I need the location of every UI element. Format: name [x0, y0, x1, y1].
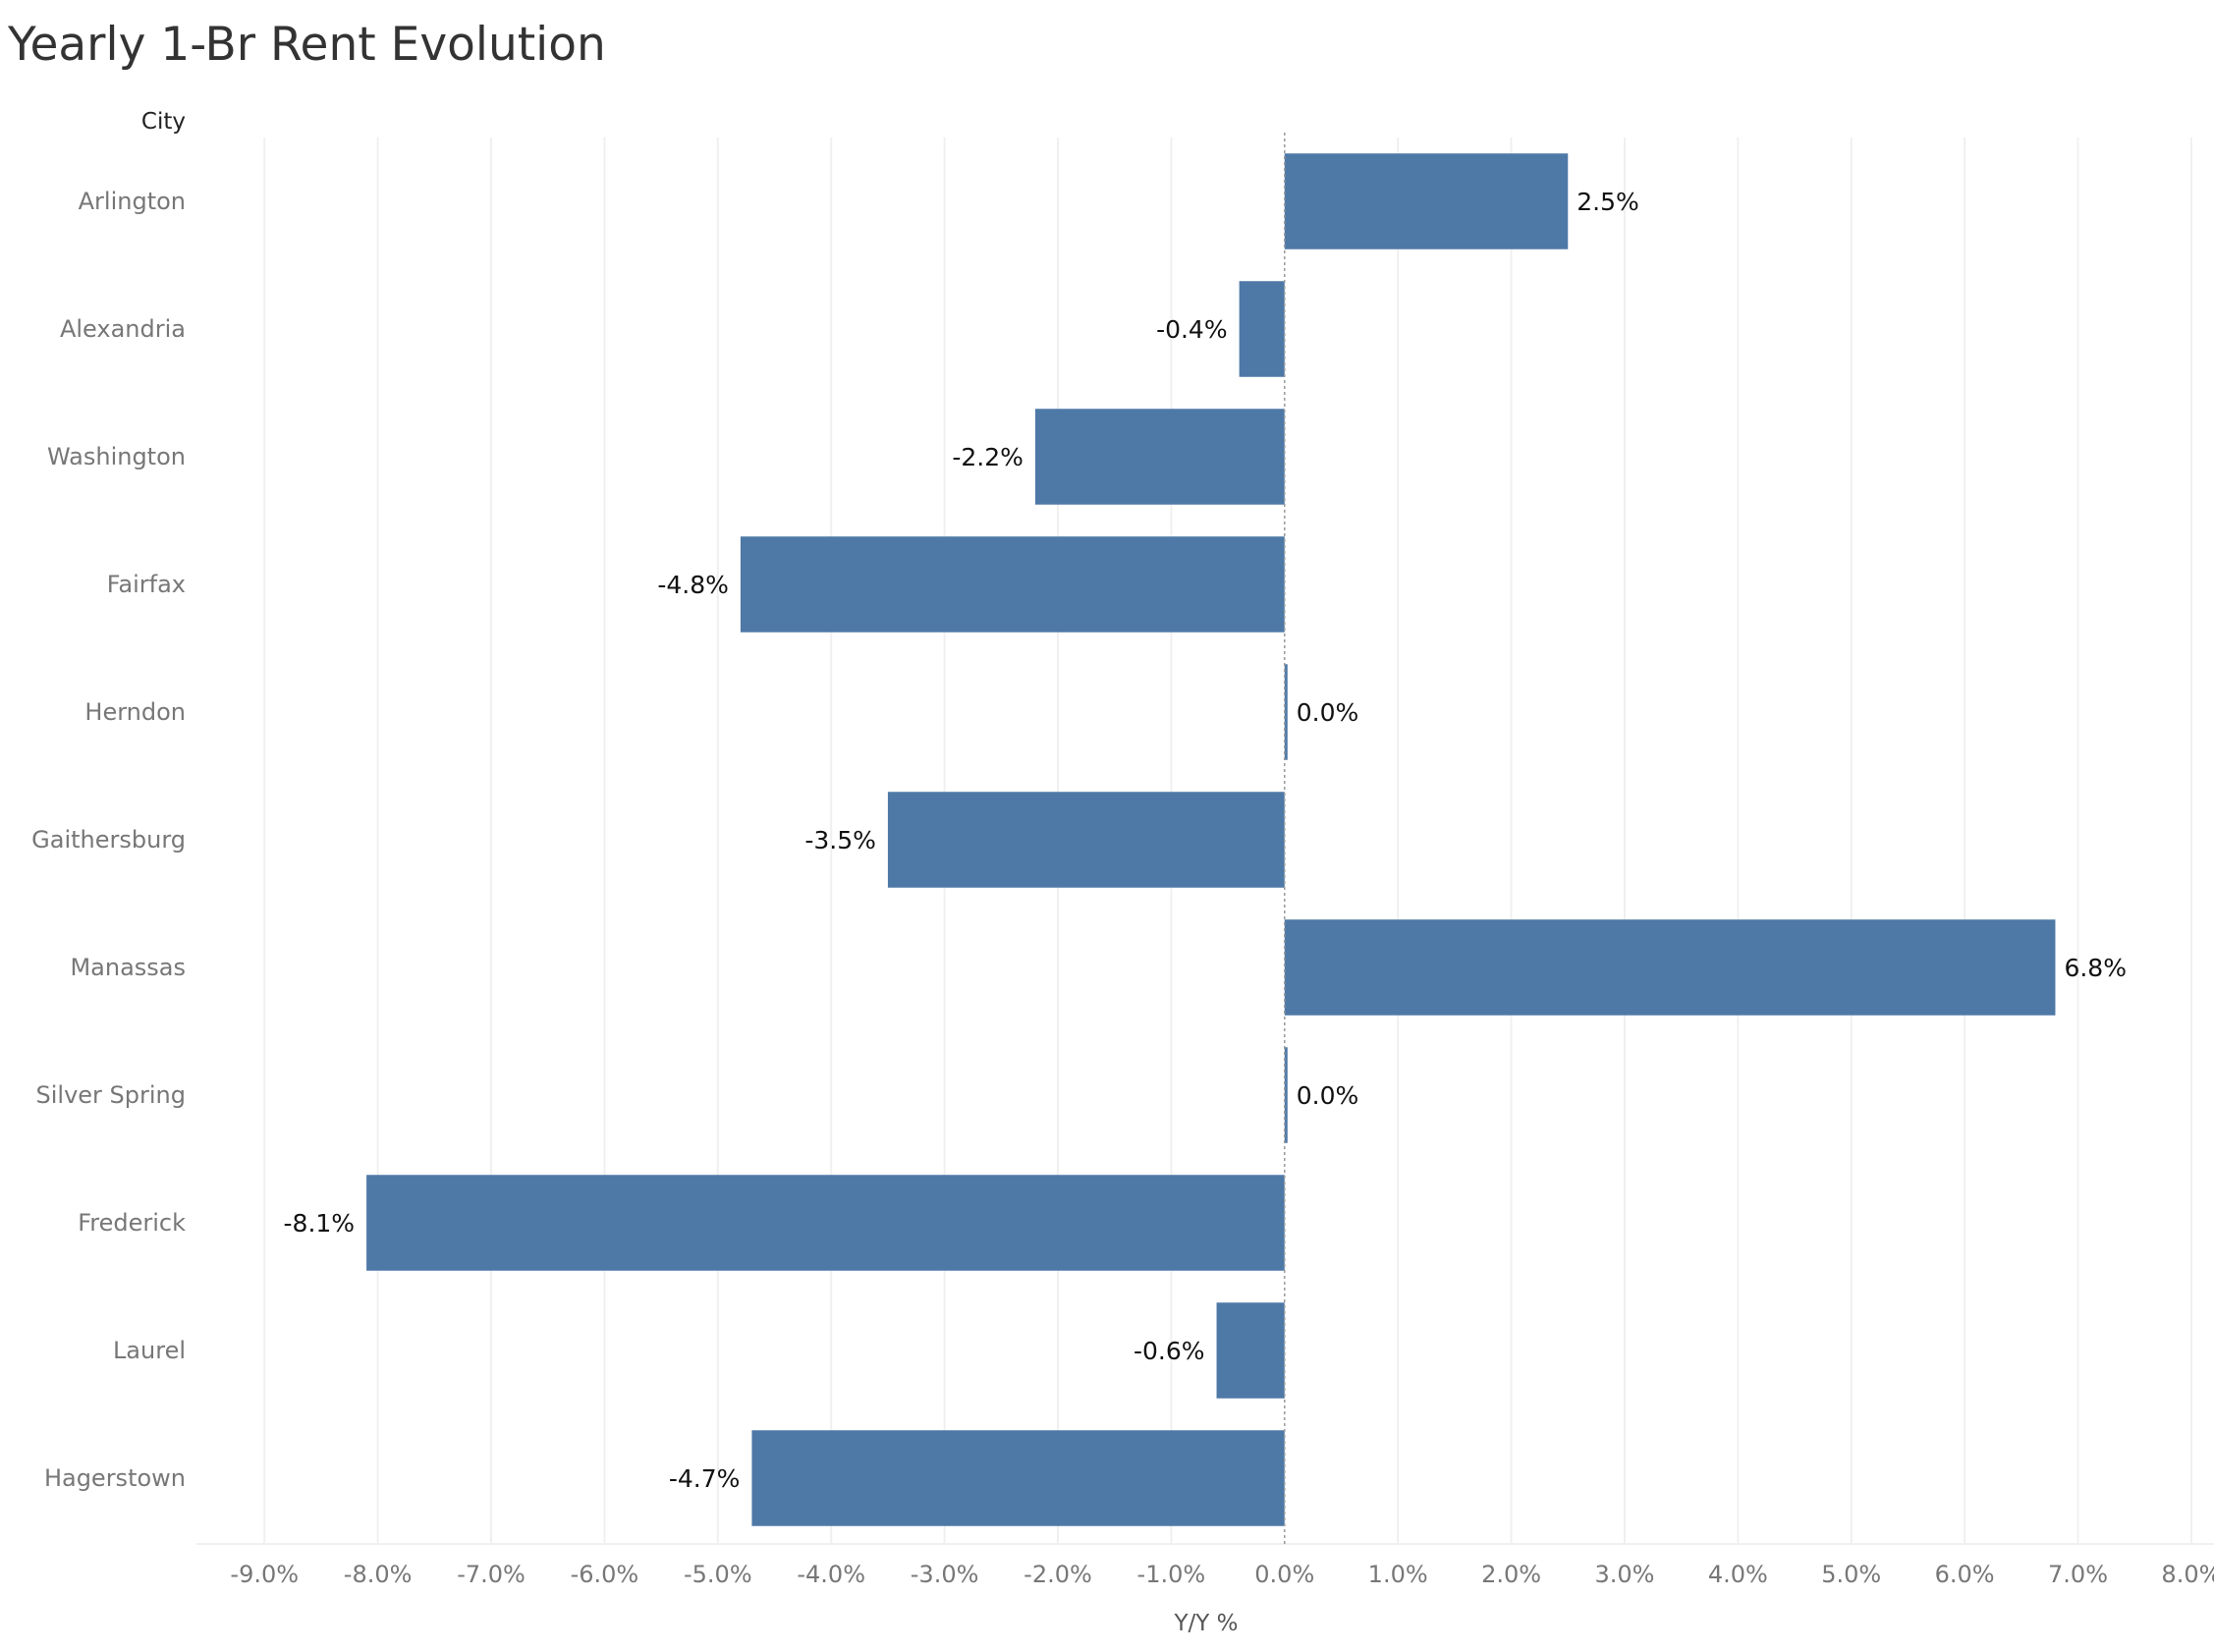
bar	[740, 536, 1285, 633]
data-label: -4.7%	[669, 1464, 741, 1493]
x-tick-label: -5.0%	[684, 1561, 752, 1588]
x-tick-label: -3.0%	[911, 1561, 979, 1588]
bar	[887, 792, 1285, 888]
category-label: Silver Spring	[36, 1081, 186, 1109]
category-label: Gaithersburg	[31, 826, 186, 854]
bar	[1239, 281, 1285, 377]
x-tick-label: -9.0%	[230, 1561, 299, 1588]
data-label: 0.0%	[1297, 698, 1359, 727]
bar	[1284, 919, 2056, 1016]
category-label: Alexandria	[60, 315, 186, 343]
category-label: Arlington	[79, 188, 186, 215]
category-label: Laurel	[113, 1337, 186, 1364]
x-tick-label: -6.0%	[571, 1561, 639, 1588]
x-axis-title: Y/Y %	[1173, 1611, 1238, 1636]
data-label: -0.4%	[1156, 315, 1228, 344]
bar	[1284, 1047, 1288, 1143]
x-tick-label: 5.0%	[1821, 1561, 1881, 1588]
x-tick-label: -1.0%	[1137, 1561, 1206, 1588]
category-label: Hagerstown	[44, 1464, 186, 1492]
bar	[1216, 1302, 1285, 1399]
x-tick-label: 0.0%	[1254, 1561, 1314, 1588]
x-tick-label: 1.0%	[1368, 1561, 1428, 1588]
data-label: -4.8%	[657, 571, 729, 599]
bar	[751, 1430, 1285, 1526]
x-tick-label: 8.0%	[2161, 1561, 2214, 1588]
x-tick-label: 3.0%	[1594, 1561, 1654, 1588]
category-label: Fairfax	[107, 571, 186, 598]
x-tick-label: -8.0%	[344, 1561, 413, 1588]
category-label: Herndon	[84, 698, 186, 726]
x-tick-label: -7.0%	[457, 1561, 526, 1588]
x-tick-label: -4.0%	[797, 1561, 865, 1588]
category-label: Manassas	[70, 954, 186, 981]
gridlines	[196, 138, 2214, 1545]
category-label: Washington	[47, 443, 186, 470]
data-label: 6.8%	[2064, 954, 2127, 982]
data-label: 0.0%	[1297, 1081, 1359, 1110]
x-tick-label: 4.0%	[1708, 1561, 1768, 1588]
data-label: -2.2%	[952, 443, 1024, 471]
bars	[366, 153, 2056, 1526]
bar	[1034, 409, 1285, 505]
x-tick-label: -2.0%	[1024, 1561, 1092, 1588]
category-label: Frederick	[78, 1209, 186, 1237]
x-tick-label: 2.0%	[1481, 1561, 1541, 1588]
x-tick-label: 6.0%	[1935, 1561, 1995, 1588]
bar	[1284, 153, 1569, 249]
row-header: City	[141, 109, 186, 135]
data-label: -8.1%	[284, 1209, 356, 1238]
data-label: -0.6%	[1134, 1337, 1205, 1365]
chart-title: Yearly 1-Br Rent Evolution	[8, 18, 606, 72]
data-label: -3.5%	[804, 826, 876, 854]
labels: -9.0% -8.0% -7.0% -6.0% -5.0% -4.0% -3.0% -2.0%…	[31, 188, 2214, 1588]
bar	[366, 1175, 1285, 1271]
bar	[1284, 664, 1288, 760]
data-label: 2.5%	[1577, 188, 1639, 216]
x-tick-label: 7.0%	[2048, 1561, 2108, 1588]
